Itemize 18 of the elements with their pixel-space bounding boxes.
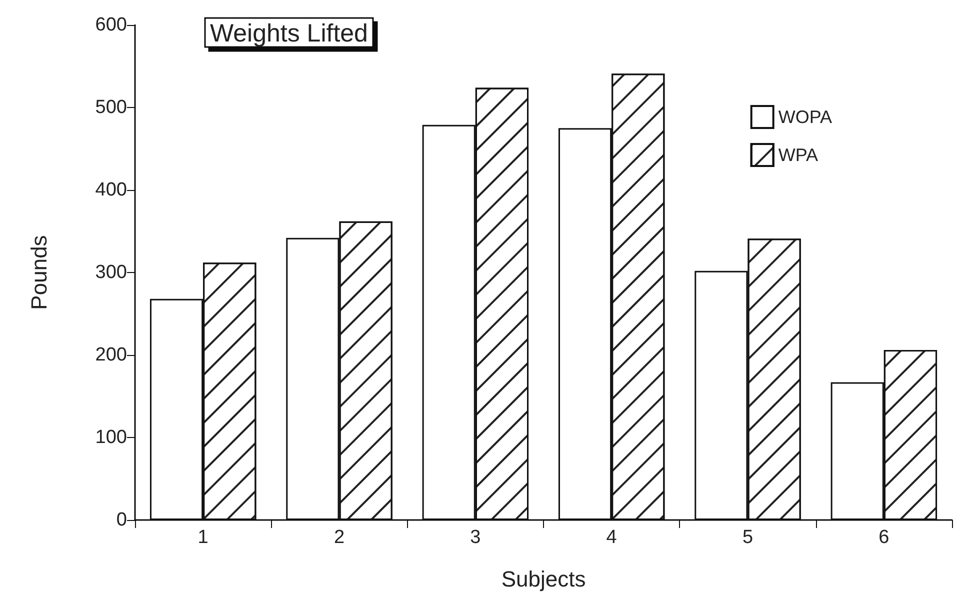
- chart-title: Weights Lifted: [210, 20, 368, 48]
- legend-label: WPA: [778, 145, 818, 165]
- x-tick-label: 6: [878, 527, 890, 548]
- y-tick-label: 200: [95, 344, 127, 366]
- y-tick-label: 400: [95, 180, 127, 200]
- x-axis-title: Subjects: [501, 566, 586, 592]
- x-tick-label: 5: [742, 527, 754, 548]
- legend-label: WOPA: [778, 107, 832, 127]
- y-tick-label: 500: [95, 97, 127, 118]
- x-tick-label: 2: [334, 527, 345, 548]
- y-tick-label: 100: [95, 427, 127, 448]
- y-tick-label: 300: [95, 262, 127, 283]
- x-tick-label: 3: [470, 527, 481, 548]
- x-tick-label: 4: [606, 527, 618, 548]
- y-tick-label: 0: [116, 510, 127, 530]
- x-tick-label: 1: [198, 527, 208, 548]
- y-axis-title: Pounds: [26, 235, 52, 310]
- y-tick-label: 600: [95, 14, 127, 36]
